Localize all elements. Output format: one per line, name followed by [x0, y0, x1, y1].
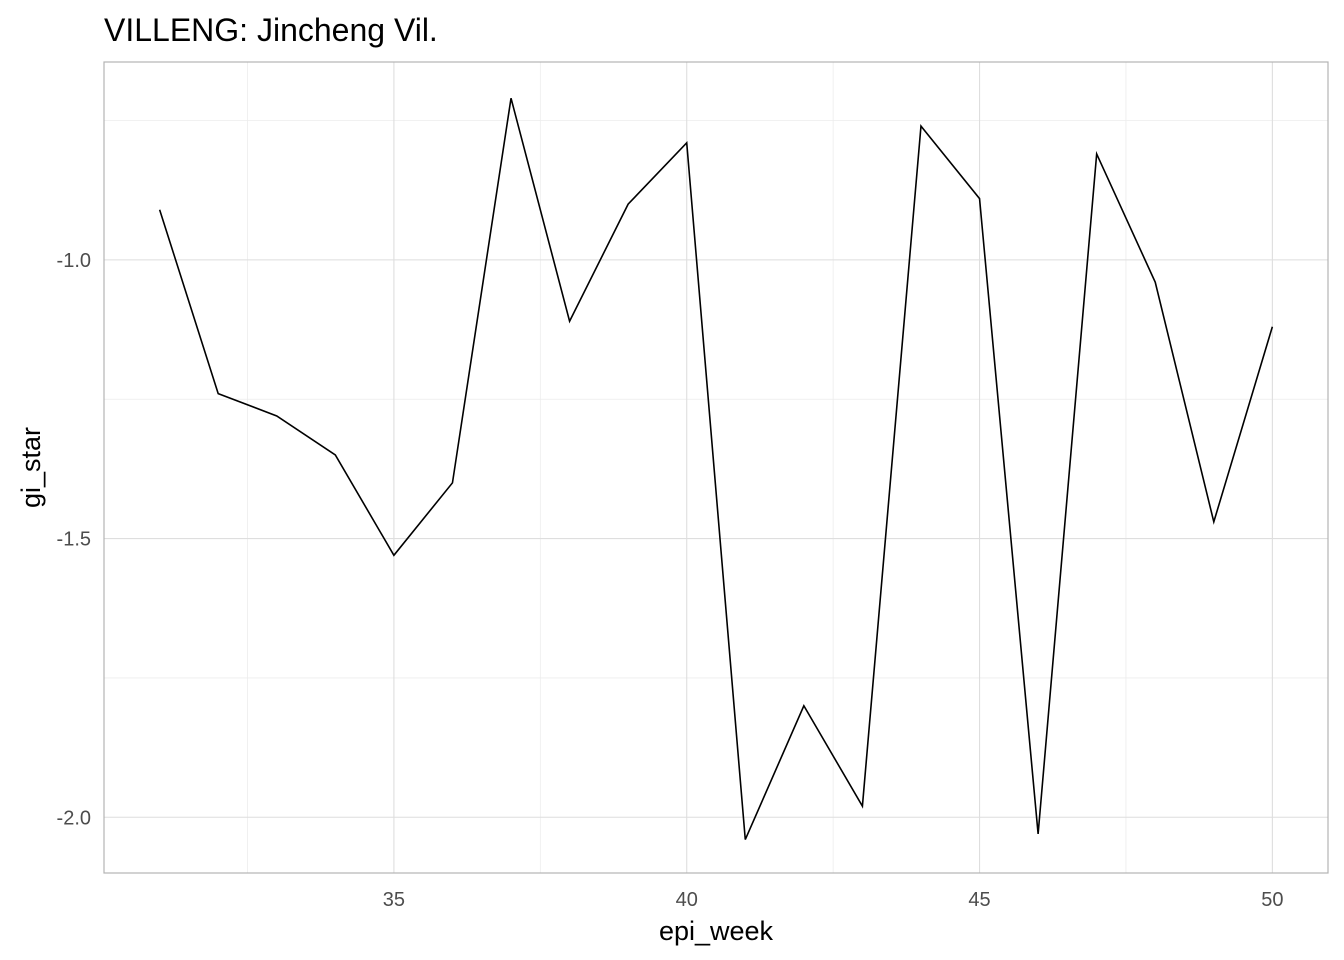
x-axis-title: epi_week — [659, 916, 774, 946]
y-tick-label: -1.5 — [57, 529, 91, 551]
x-tick-label: 50 — [1261, 889, 1283, 911]
series-line — [158, 98, 1274, 840]
y-tick-label: -1.0 — [57, 250, 91, 272]
y-tick-label: -2.0 — [57, 807, 91, 829]
x-tick-label: 40 — [676, 889, 698, 911]
chart-title: VILLENG: Jincheng Vil. — [104, 12, 438, 48]
grid-lines — [104, 62, 1328, 873]
y-axis-ticks: -1.0 -1.5 -2.0 — [57, 250, 91, 829]
x-tick-label: 45 — [968, 889, 990, 911]
x-tick-label: 35 — [383, 889, 405, 911]
y-axis-title: gi_star — [16, 427, 46, 508]
series-lines — [158, 98, 1274, 840]
x-axis-ticks: 35 40 45 50 — [383, 889, 1284, 911]
plot-panel-border — [103, 61, 1329, 874]
